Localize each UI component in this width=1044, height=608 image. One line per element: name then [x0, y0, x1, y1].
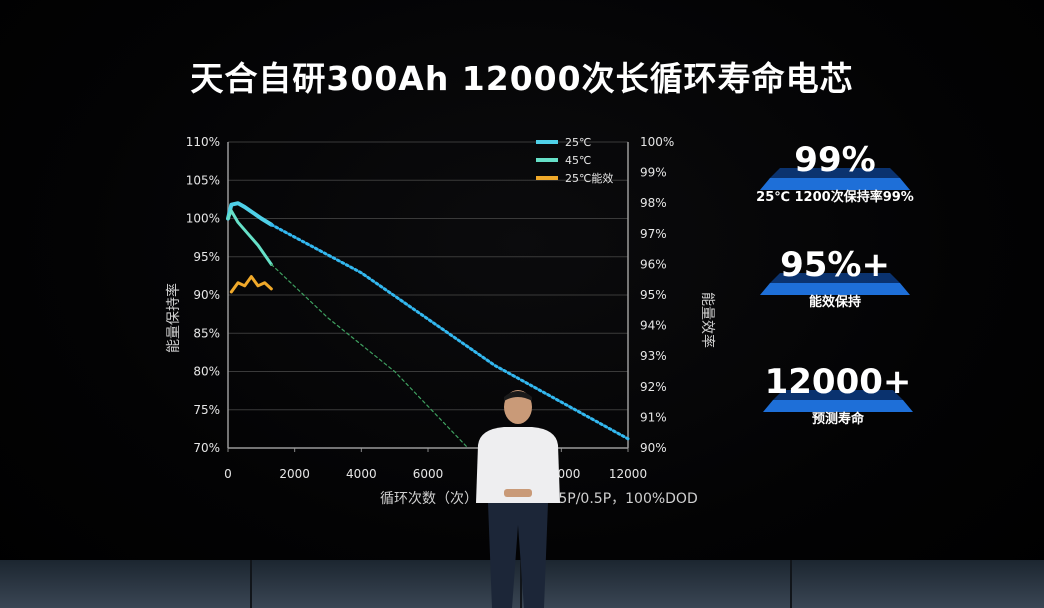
x-axis-note: 0.5P/0.5P，100%DOD [545, 491, 698, 507]
series-line [226, 201, 274, 227]
y-left-tick-label: 100% [186, 212, 220, 226]
stat-desc: 25℃ 1200次保持率99% [756, 190, 914, 205]
ribbon-graphic [760, 273, 910, 295]
stat-lifetime: 12000+ 预测寿命 [738, 362, 938, 427]
y-left-tick-label: 95% [193, 250, 220, 264]
x-tick-label: 4000 [346, 467, 377, 481]
y-right-tick-label: 91% [640, 410, 667, 424]
ribbon-graphic [763, 390, 913, 412]
y-left-tick-label: 110% [186, 135, 220, 149]
y-left-tick-label: 75% [193, 403, 220, 417]
series-line [229, 275, 273, 294]
x-axis-label: 循环次数（次） [380, 491, 478, 507]
legend-label: 45℃ [565, 154, 591, 167]
y-left-tick-label: 80% [193, 365, 220, 379]
y-right-tick-label: 93% [640, 349, 667, 363]
stat-value: 12000+ [764, 362, 912, 402]
legend-label: 25℃能效 [565, 171, 613, 185]
stat-desc: 能效保持 [808, 295, 861, 310]
y-right-tick-label: 90% [640, 441, 667, 455]
y-right-tick-label: 94% [640, 319, 667, 333]
legend-label: 25℃ [565, 136, 591, 149]
y-right-tick-label: 99% [640, 166, 667, 180]
x-tick-label: 6000 [413, 467, 444, 481]
y-left-tick-label: 105% [186, 173, 220, 187]
y-left-tick-label: 85% [193, 326, 220, 340]
series-line [269, 223, 630, 441]
floor-seam [250, 560, 252, 608]
y-right-tick-label: 100% [640, 135, 674, 149]
y-right-tick-label: 96% [640, 257, 667, 271]
y-axis-left-label: 能量保持率 [165, 283, 182, 353]
ribbon-graphic [760, 168, 910, 190]
y-right-tick-label: 92% [640, 380, 667, 394]
stat-value: 99% [794, 140, 876, 180]
series-line [270, 263, 469, 449]
stat-value: 95%+ [780, 245, 890, 285]
y-axis-right-label: 能量效率 [699, 292, 716, 348]
y-left-tick-label: 70% [193, 441, 220, 455]
x-tick-label: 12000 [609, 467, 647, 481]
series-line [226, 209, 273, 266]
presenter-figure [476, 390, 560, 608]
y-right-tick-label: 98% [640, 196, 667, 210]
y-right-tick-label: 97% [640, 227, 667, 241]
x-tick-label: 2000 [279, 467, 310, 481]
y-right-tick-label: 95% [640, 288, 667, 302]
stat-desc: 预测寿命 [811, 412, 864, 427]
floor-seam [520, 560, 522, 608]
slide-title: 天合自研300Ah 12000次长循环寿命电芯 [190, 59, 854, 98]
stat-efficiency: 95%+ 能效保持 [735, 245, 935, 310]
floor-seam [790, 560, 792, 608]
y-left-tick-label: 90% [193, 288, 220, 302]
stat-retention: 99% 25℃ 1200次保持率99% [735, 140, 935, 205]
x-tick-label: 0 [224, 467, 232, 481]
